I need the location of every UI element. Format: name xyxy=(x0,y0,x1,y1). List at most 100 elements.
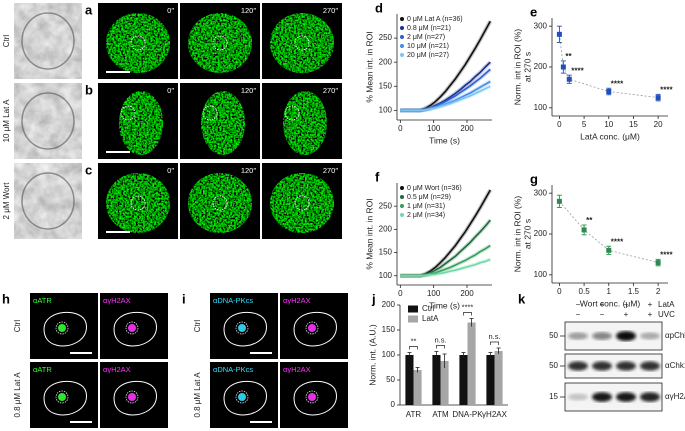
x-tick-label: ATR xyxy=(406,410,422,419)
time-label: 120″ xyxy=(241,6,257,15)
significance-label: **** xyxy=(571,66,584,75)
legend-swatch xyxy=(408,315,418,323)
bar xyxy=(494,351,503,405)
bar xyxy=(486,355,495,405)
panel-letter: c xyxy=(85,162,92,177)
series-line xyxy=(400,85,491,112)
bar xyxy=(467,322,476,405)
panel-letter: a xyxy=(85,2,93,17)
row-label: 2 μM Wort xyxy=(2,182,11,220)
roi-circle xyxy=(125,390,139,404)
legend-label: Ctrl xyxy=(422,304,435,313)
y-axis-title: at 270 s xyxy=(522,52,532,82)
roi-circle xyxy=(294,195,310,211)
legend-marker xyxy=(400,35,404,39)
x-tick-label: 0 xyxy=(557,287,562,296)
blot-band xyxy=(592,361,612,371)
focus xyxy=(238,324,246,332)
legend-label: 2 μM (n=27) xyxy=(407,34,445,41)
y-tick-label: 150 xyxy=(379,248,393,257)
legend-marker xyxy=(400,195,404,199)
significance-bracket xyxy=(490,341,499,345)
x-tick-label: 2 xyxy=(656,287,661,296)
x-tick-label: 0 xyxy=(398,124,403,133)
cell-outline xyxy=(21,92,75,150)
significance-bracket xyxy=(409,346,418,350)
roi-circle xyxy=(235,390,249,404)
time-label: 0″ xyxy=(167,86,174,95)
y-tick-label: 200 xyxy=(382,300,396,309)
row-label: Ctrl xyxy=(2,35,11,48)
roi-circle xyxy=(294,35,310,51)
brightfield-image xyxy=(14,3,82,79)
cell-signal xyxy=(283,91,327,155)
cell-outline xyxy=(21,172,75,230)
x-axis-title: Time (s) xyxy=(429,135,460,145)
legend-label: 20 μM (n=27) xyxy=(407,52,449,59)
panel-letter: j xyxy=(371,291,376,306)
blot-band xyxy=(640,361,660,371)
nucleus-outline xyxy=(43,311,87,347)
blot-band xyxy=(568,361,588,371)
legend-label: 0 μM Wort (n=36) xyxy=(407,185,462,192)
y-tick-label: 100 xyxy=(534,103,548,112)
cell-signal xyxy=(270,13,334,73)
treatment-name: UVC xyxy=(658,310,675,319)
fit-line xyxy=(559,34,659,98)
panel-letter: h xyxy=(2,291,10,306)
antibody-label: αγH2AX xyxy=(665,392,685,401)
blot-band xyxy=(568,393,588,401)
row-label: 0.8 μM Lat A xyxy=(193,372,202,418)
panel-letter: k xyxy=(518,291,526,306)
blot-band xyxy=(616,392,636,402)
data-point xyxy=(556,31,562,37)
x-tick-label: 10 xyxy=(604,120,613,129)
legend-swatch xyxy=(408,305,418,313)
significance-label: ** xyxy=(411,336,417,345)
blot-band xyxy=(616,331,636,341)
x-axis-title: Wort conc. (μM) xyxy=(580,298,641,308)
stain-label: αDNA-PKcs xyxy=(213,296,253,305)
cell-signal xyxy=(201,91,245,155)
stain-label: αγH2AX xyxy=(283,365,311,374)
data-point xyxy=(606,89,612,94)
y-tick-label: 0 xyxy=(391,400,396,409)
time-label: 270″ xyxy=(323,86,339,95)
x-tick-label: 0 xyxy=(398,289,403,298)
nucleus-outline xyxy=(113,380,157,416)
significance-label: ** xyxy=(586,216,593,225)
row-label: Ctrl xyxy=(13,320,22,333)
bar xyxy=(440,361,449,405)
significance-label: **** xyxy=(611,79,624,88)
focus xyxy=(238,393,246,401)
time-label: 0″ xyxy=(167,166,174,175)
significance-label: ** xyxy=(565,52,572,61)
focus xyxy=(58,324,66,332)
x-tick-label: 100 xyxy=(427,289,441,298)
legend-label: 2 μM (n=34) xyxy=(407,212,445,219)
y-tick-label: 200 xyxy=(379,57,393,66)
brightfield-image xyxy=(14,163,82,239)
significance-label: **** xyxy=(611,237,624,246)
focus xyxy=(308,324,316,332)
roi-circle xyxy=(202,105,218,121)
nucleus-outline xyxy=(223,311,267,347)
treatment-name: LatA xyxy=(658,300,675,309)
y-tick-label: 250 xyxy=(379,201,393,210)
roi-circle xyxy=(305,390,319,404)
y-axis-title: Norm. int. (A.U.) xyxy=(367,324,377,386)
significance-bracket xyxy=(463,312,472,316)
y-tick-label: 300 xyxy=(534,21,548,30)
stain-label: αDNA-PKcs xyxy=(213,365,253,374)
panel-letter: b xyxy=(85,82,93,97)
x-axis-title: LatA conc. (μM) xyxy=(580,131,640,141)
roi-circle xyxy=(212,35,228,51)
significance-label: **** xyxy=(660,250,673,259)
x-tick-label: 0.5 xyxy=(579,287,591,296)
roi-circle xyxy=(130,195,146,211)
stain-label: αγH2AX xyxy=(283,296,311,305)
x-tick-label: 200 xyxy=(460,124,474,133)
treatment-sign: + xyxy=(600,300,605,309)
marker-label: 50 xyxy=(549,361,558,370)
